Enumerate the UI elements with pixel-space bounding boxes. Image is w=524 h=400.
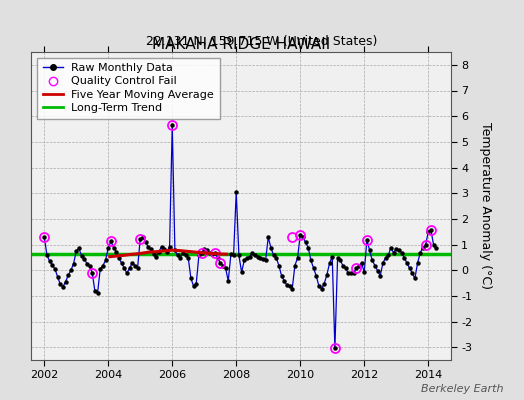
Text: 22.131 N, 159.715 W (United States): 22.131 N, 159.715 W (United States)	[146, 36, 378, 48]
Text: Berkeley Earth: Berkeley Earth	[421, 384, 503, 394]
Legend: Raw Monthly Data, Quality Control Fail, Five Year Moving Average, Long-Term Tren: Raw Monthly Data, Quality Control Fail, …	[37, 58, 220, 119]
Title: MAKAHA RIDGE HAWAII: MAKAHA RIDGE HAWAII	[152, 37, 330, 52]
Y-axis label: Temperature Anomaly (°C): Temperature Anomaly (°C)	[478, 122, 492, 290]
